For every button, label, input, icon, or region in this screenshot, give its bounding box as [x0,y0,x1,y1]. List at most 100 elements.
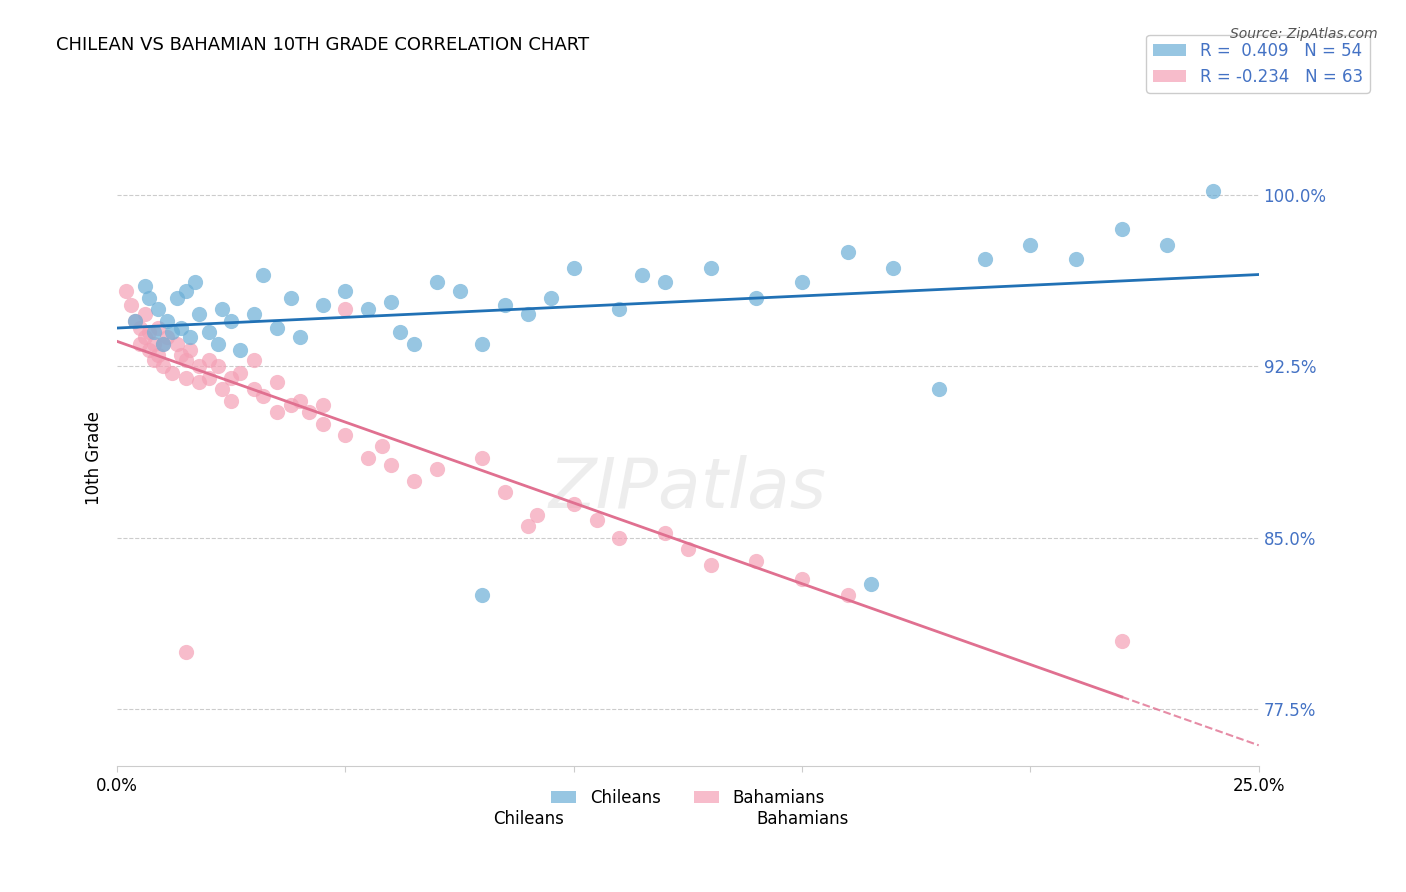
Point [211,302,233,317]
Point [311,417,333,431]
Point [160,367,183,381]
Point [859,576,882,591]
Point [609,531,631,545]
Point [138,343,160,358]
Point [517,307,540,321]
Point [585,512,607,526]
Point [526,508,548,522]
Point [152,336,174,351]
Point [1156,238,1178,252]
Text: CHILEAN VS BAHAMIAN 10TH GRADE CORRELATION CHART: CHILEAN VS BAHAMIAN 10TH GRADE CORRELATI… [56,36,589,54]
Point [148,348,170,362]
Point [138,291,160,305]
Point [790,572,813,586]
Point [837,245,859,260]
Point [142,336,165,351]
Point [188,376,211,390]
Point [380,295,402,310]
Point [152,359,174,374]
Point [142,325,165,339]
Point [207,359,229,374]
Point [134,307,156,321]
Point [134,279,156,293]
Point [134,330,156,344]
Point [148,302,170,317]
Point [148,320,170,334]
Point [221,314,243,328]
Point [402,474,425,488]
Point [280,291,302,305]
Point [229,367,252,381]
Point [1064,252,1087,266]
Point [266,320,288,334]
Point [298,405,321,419]
Point [494,485,516,500]
Point [335,428,357,442]
Point [243,352,266,367]
Point [654,526,676,541]
Point [402,336,425,351]
Point [471,336,494,351]
Point [449,284,471,298]
Point [166,291,188,305]
Point [311,398,333,412]
Point [335,284,357,298]
Y-axis label: 10th Grade: 10th Grade [86,411,103,505]
Point [174,645,197,659]
Point [197,371,219,385]
Point [211,382,233,396]
Text: Chileans: Chileans [492,810,564,828]
Point [1019,238,1042,252]
Point [288,330,311,344]
Point [335,302,357,317]
Point [142,352,165,367]
Point [156,330,179,344]
Point [1202,184,1225,198]
Point [371,439,394,453]
Point [221,371,243,385]
Point [184,275,207,289]
Point [357,302,380,317]
Point [380,458,402,472]
Legend: R =  0.409   N = 54, R = -0.234   N = 63: R = 0.409 N = 54, R = -0.234 N = 63 [1146,35,1369,93]
Point [700,558,723,573]
Point [170,320,193,334]
Point [156,314,179,328]
Point [973,252,995,266]
Point [243,382,266,396]
Point [562,261,585,276]
Point [129,336,152,351]
Point [252,268,274,282]
Point [179,343,201,358]
Point [311,298,333,312]
Point [517,519,540,533]
Point [115,284,138,298]
Point [700,261,723,276]
Point [928,382,950,396]
Point [221,393,243,408]
Point [138,325,160,339]
Point [229,343,252,358]
Point [745,291,768,305]
Point [152,336,174,351]
Point [471,588,494,602]
Point [631,268,654,282]
Point [124,314,146,328]
Point [1111,222,1133,236]
Point [609,302,631,317]
Point [160,325,183,339]
Point [426,462,449,476]
Point [288,393,311,408]
Point [494,298,516,312]
Point [1111,633,1133,648]
Point [676,542,699,557]
Point [124,314,146,328]
Point [357,450,380,465]
Point [882,261,904,276]
Point [471,450,494,465]
Point [174,352,197,367]
Text: ZIPatlas: ZIPatlas [548,455,827,522]
Point [252,389,274,403]
Text: Bahamians: Bahamians [756,810,848,828]
Point [170,348,193,362]
